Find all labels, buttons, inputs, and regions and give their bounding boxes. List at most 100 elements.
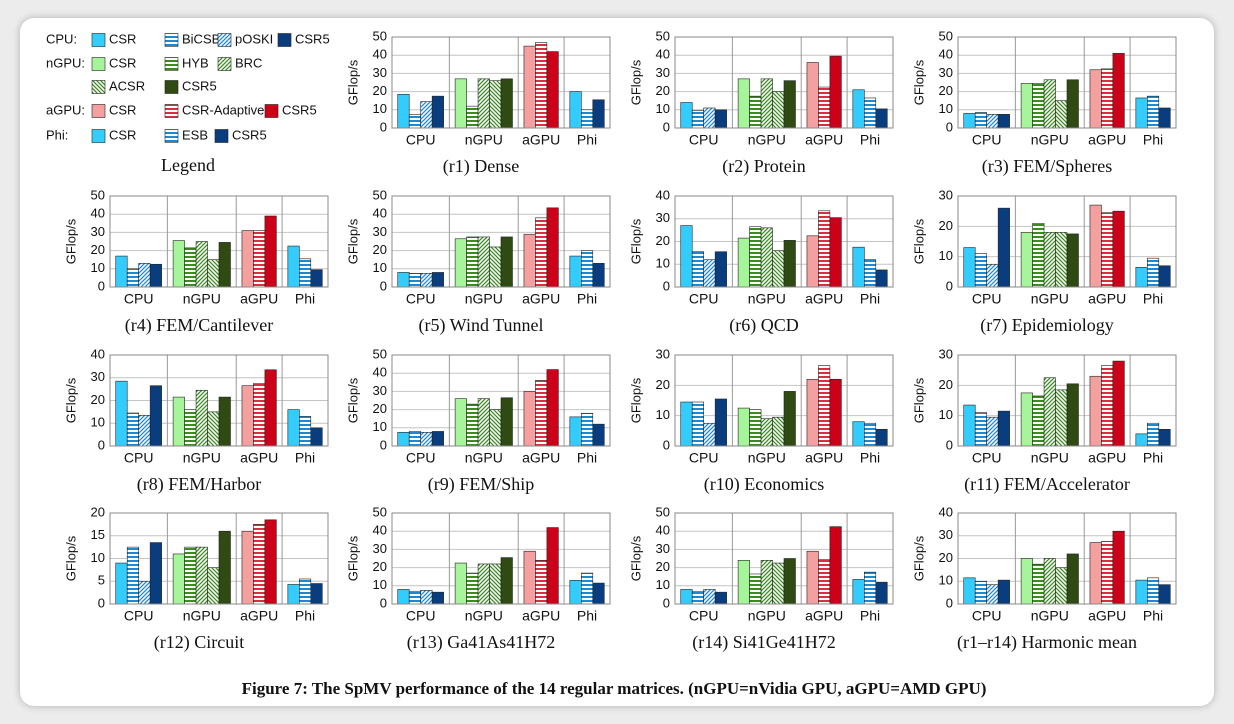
x-tick-label: CPU [972, 608, 1002, 624]
bar [1020, 558, 1033, 605]
chart-title: (r7) Epidemiology [980, 315, 1113, 336]
x-tick-label: CPU [972, 291, 1002, 307]
bar [431, 272, 444, 288]
bar [569, 416, 582, 447]
x-tick-label: Phi [577, 291, 597, 307]
bar [875, 581, 888, 605]
y-tick-label: 30 [373, 383, 387, 398]
x-tick-label: aGPU [805, 132, 843, 148]
y-tick-label: 10 [373, 419, 387, 434]
y-tick-label: 20 [373, 559, 387, 574]
x-tick-label: aGPU [1088, 450, 1126, 466]
bar [974, 412, 987, 447]
legend-group-label: CPU: [46, 31, 77, 46]
plot-frame [391, 354, 611, 447]
bar [691, 590, 704, 605]
bar [581, 109, 594, 129]
bar [986, 584, 999, 605]
y-tick-label: 10 [91, 260, 105, 275]
bar [431, 591, 444, 605]
chart-title: (r2) Protein [722, 156, 805, 177]
bar [489, 246, 502, 288]
bar [138, 580, 151, 605]
x-tick-label: CPU [689, 291, 719, 307]
bar [431, 431, 444, 447]
bar [149, 542, 162, 605]
bar [454, 238, 467, 288]
bar [454, 562, 467, 605]
bar [218, 242, 231, 288]
bar [997, 207, 1010, 288]
bar [466, 236, 479, 288]
bar [691, 251, 704, 288]
y-tick-label: 40 [656, 523, 670, 538]
x-tick-label: CPU [124, 608, 154, 624]
y-tick-label: 10 [939, 407, 953, 422]
bar [1066, 383, 1079, 447]
y-tick-label: 10 [373, 101, 387, 116]
bar [287, 409, 300, 447]
bar [737, 407, 750, 447]
bar [1158, 107, 1171, 129]
legend-group-label: Phi: [46, 127, 68, 142]
legend-swatch [91, 57, 106, 71]
y-tick-label: 20 [91, 504, 105, 519]
y-tick-label: 10 [656, 101, 670, 116]
y-axis-label: GFlop/s [628, 218, 643, 264]
bar [299, 258, 312, 288]
bar [772, 416, 785, 447]
plot-frame [391, 512, 611, 605]
x-tick-label: nGPU [748, 608, 786, 624]
x-tick-label: Phi [295, 291, 315, 307]
legend-label: CSR5 [295, 31, 330, 46]
bar [138, 263, 151, 288]
legend-swatch [164, 57, 179, 71]
y-tick-label: 0 [946, 437, 953, 452]
bar [1066, 233, 1079, 288]
bar [546, 51, 559, 129]
y-axis-label: GFlop/s [911, 59, 926, 105]
chart-title: (r9) FEM/Ship [428, 474, 535, 495]
legend-label: ACSR [109, 78, 145, 93]
legend-title: Legend [161, 155, 215, 175]
legend-swatch [91, 104, 106, 118]
bar [299, 578, 312, 605]
legend-swatch [164, 104, 179, 118]
bar [431, 95, 444, 129]
bar [760, 418, 773, 447]
bar [749, 573, 762, 605]
legend-label: CSR [109, 31, 136, 46]
bar [535, 560, 548, 605]
chart-title: (r1) Dense [443, 156, 519, 177]
bar [592, 99, 605, 129]
bar [806, 62, 819, 129]
x-tick-label: aGPU [1088, 608, 1126, 624]
bar [241, 385, 254, 447]
bar [1089, 204, 1102, 288]
bar [680, 589, 693, 605]
y-tick-label: 0 [380, 595, 387, 610]
y-tick-label: 20 [373, 242, 387, 257]
x-tick-label: Phi [860, 132, 880, 148]
x-tick-label: Phi [1143, 450, 1163, 466]
bar [772, 562, 785, 605]
bar [986, 263, 999, 288]
bar [1043, 232, 1056, 288]
bar [592, 582, 605, 605]
bar [546, 369, 559, 447]
x-tick-label: aGPU [240, 291, 278, 307]
y-tick-label: 50 [939, 28, 953, 43]
bar [1066, 79, 1079, 129]
bar [397, 432, 410, 447]
bar [986, 114, 999, 129]
y-tick-label: 15 [91, 527, 105, 542]
bar [875, 269, 888, 288]
y-tick-label: 0 [663, 278, 670, 293]
bar [783, 558, 796, 605]
bar [974, 112, 987, 129]
bar [500, 557, 513, 605]
bar [783, 240, 796, 288]
bar [241, 530, 254, 605]
bar [1032, 223, 1045, 288]
bar [864, 97, 877, 129]
